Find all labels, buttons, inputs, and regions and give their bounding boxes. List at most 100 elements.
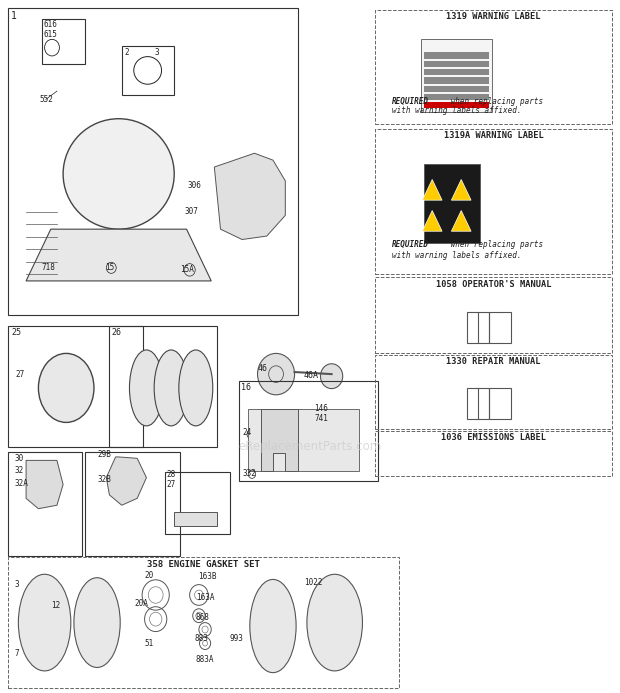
Text: 306: 306 [188,181,202,190]
Text: 146: 146 [314,404,328,413]
Text: 3: 3 [154,49,159,58]
Text: 46A: 46A [304,371,319,380]
Ellipse shape [38,353,94,423]
Polygon shape [215,153,285,240]
Text: 332: 332 [242,469,256,478]
Text: with warning labels affixed.: with warning labels affixed. [392,251,521,260]
Text: 32: 32 [15,466,24,475]
Bar [424,102,489,108]
Text: 32A: 32A [15,479,29,488]
Text: when replacing parts: when replacing parts [446,240,543,249]
Text: 741: 741 [314,414,328,423]
Text: eReplacementParts.com: eReplacementParts.com [238,440,382,453]
Text: 3: 3 [14,580,19,589]
Bar [109,326,218,446]
Bar [375,277,613,353]
Polygon shape [106,457,146,505]
Text: 883: 883 [195,634,208,643]
Text: 2: 2 [125,49,130,58]
Text: 12: 12 [51,601,60,610]
Text: with warning labels affixed.: with warning labels affixed. [392,106,521,115]
Text: 1330 REPAIR MANUAL: 1330 REPAIR MANUAL [446,357,541,366]
Bar [375,355,613,430]
Bar [424,94,489,100]
Bar [375,432,613,476]
Text: 358 ENGINE GASKET SET: 358 ENGINE GASKET SET [147,561,260,570]
Text: 15A: 15A [180,265,194,274]
Text: 552: 552 [40,95,53,104]
Circle shape [321,364,343,389]
Bar [42,19,85,64]
Text: 1: 1 [11,11,17,21]
Bar [122,46,174,94]
Ellipse shape [154,350,188,426]
Bar [375,10,613,124]
Bar [489,388,511,419]
Text: 1036 EMISSIONS LABEL: 1036 EMISSIONS LABEL [441,433,546,442]
Text: 15: 15 [105,263,114,272]
Text: 993: 993 [230,634,244,643]
Text: REQUIRED: REQUIRED [392,97,429,106]
Text: 883A: 883A [196,655,215,664]
Text: 1022: 1022 [304,578,322,587]
Ellipse shape [74,578,120,667]
Bar [421,40,492,112]
Text: 51: 51 [144,639,154,648]
Ellipse shape [250,579,296,673]
Ellipse shape [63,119,174,229]
Polygon shape [260,409,298,471]
Bar [424,164,480,243]
Bar [467,312,489,343]
Bar [7,452,82,556]
Bar [489,312,511,343]
Polygon shape [26,460,63,509]
Bar [7,557,399,688]
Bar [424,53,489,59]
Bar [467,388,489,419]
Circle shape [257,353,294,395]
Text: 718: 718 [42,263,55,272]
Text: 24: 24 [242,428,251,437]
Text: 28: 28 [167,470,176,479]
Ellipse shape [19,574,71,671]
Polygon shape [451,179,471,200]
Bar [85,452,180,556]
Text: 25: 25 [11,328,21,337]
Ellipse shape [307,574,363,671]
Ellipse shape [179,350,213,426]
Polygon shape [422,179,442,200]
Polygon shape [422,211,442,231]
Bar [7,326,143,446]
Text: 32B: 32B [97,475,111,484]
Bar [248,409,360,471]
Text: 7: 7 [14,649,19,658]
Text: 163A: 163A [196,593,215,602]
Polygon shape [26,229,211,281]
Text: 1058 OPERATOR'S MANUAL: 1058 OPERATOR'S MANUAL [436,279,551,288]
Polygon shape [451,211,471,231]
Bar [424,78,489,84]
Text: 616: 616 [43,20,57,29]
Bar [424,86,489,91]
Text: 20: 20 [144,571,153,580]
Text: 26: 26 [111,328,122,337]
Text: 29B: 29B [97,450,111,459]
Bar [375,129,613,274]
Text: 1319 WARNING LABEL: 1319 WARNING LABEL [446,12,541,21]
Text: when replacing parts: when replacing parts [446,97,543,106]
Text: 868: 868 [196,613,210,622]
Text: 307: 307 [184,207,198,216]
Bar [424,61,489,67]
Text: 46: 46 [257,364,268,373]
Text: REQUIRED: REQUIRED [392,240,429,249]
Bar [424,69,489,76]
Bar [174,512,218,526]
Bar [7,8,298,315]
Text: 1319A WARNING LABEL: 1319A WARNING LABEL [444,131,544,140]
Text: 27: 27 [167,480,176,489]
Text: 615: 615 [43,30,57,39]
Text: 16: 16 [241,383,252,392]
Bar [239,381,378,481]
Ellipse shape [130,350,164,426]
Text: 27: 27 [15,369,24,378]
